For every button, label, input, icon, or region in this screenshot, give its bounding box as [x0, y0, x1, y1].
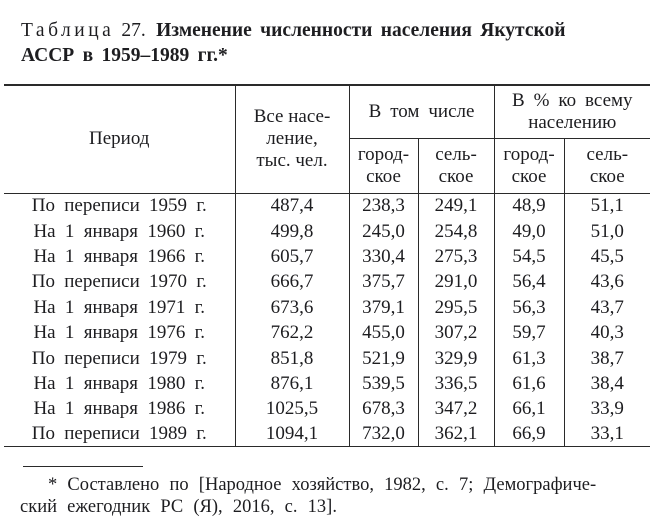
total-cell: 876,1 — [234, 370, 349, 397]
col-header-total-population: Все насе- ление, тыс. чел. — [234, 85, 349, 194]
rural-pct-cell: 38,7 — [563, 345, 651, 371]
total-cell: 666,7 — [234, 269, 349, 295]
rural-pct-cell: 43,6 — [563, 269, 651, 295]
total-cell: 762,2 — [234, 319, 349, 346]
total-cell: 1025,5 — [234, 396, 349, 422]
rural-pct-cell: 51,0 — [563, 218, 651, 244]
total-cell: 1094,1 — [234, 421, 349, 447]
urban-pct-cell: 48,9 — [493, 193, 565, 219]
group-header-percent: В % ко всему населению — [493, 85, 651, 139]
table-header: Период Все насе- ление, тыс. чел. В том … — [4, 85, 651, 194]
table-title: Таблица 27. Изменение численности населен… — [21, 18, 638, 68]
table-row: На 1 января 1966 г. 605,7 330,4 275,3 54… — [4, 243, 651, 270]
urban-pct-cell: 56,4 — [493, 269, 565, 295]
urban-pct-cell: 66,1 — [493, 396, 565, 422]
population-table: Период Все насе- ление, тыс. чел. В том … — [4, 84, 651, 448]
footnote-line2: ский ежегодник РС (Я), 2016, с. 13]. — [20, 497, 337, 518]
period-cell: По переписи 1979 г. — [31, 347, 207, 369]
table-row: На 1 января 1976 г. 762,2 455,0 307,2 59… — [4, 319, 651, 346]
table-row: На 1 января 1971 г. 673,6 379,1 295,5 56… — [4, 294, 651, 320]
urban-abs-cell: 678,3 — [348, 396, 418, 422]
rural-abs-cell: 362,1 — [417, 421, 495, 447]
urban-abs-cell: 238,3 — [348, 193, 418, 219]
rural-abs-cell: 336,5 — [417, 370, 495, 397]
total-cell: 499,8 — [234, 218, 349, 244]
total-cell: 605,7 — [234, 243, 349, 270]
period-cell: На 1 января 1980 г. — [33, 372, 206, 394]
urban-pct-cell: 56,3 — [493, 294, 565, 320]
table-body: По переписи 1959 г. 487,4 238,3 249,1 48… — [4, 193, 651, 447]
rural-abs-cell: 329,9 — [417, 345, 495, 371]
rural-abs-cell: 307,2 — [417, 319, 495, 346]
urban-abs-cell: 330,4 — [348, 243, 418, 270]
urban-pct-cell: 61,3 — [493, 345, 565, 371]
col-header-rural-pct: сель- ское — [563, 138, 651, 194]
urban-pct-cell: 54,5 — [493, 243, 565, 270]
rural-abs-cell: 291,0 — [417, 269, 495, 295]
total-cell: 487,4 — [234, 193, 349, 219]
rural-abs-cell: 295,5 — [417, 294, 495, 320]
rural-pct-cell: 43,7 — [563, 294, 651, 320]
rural-pct-cell: 33,1 — [563, 421, 651, 447]
table-title-word: Таблица — [21, 20, 115, 41]
table-row: По переписи 1970 г. 666,7 375,7 291,0 56… — [4, 269, 651, 295]
table-row: На 1 января 1960 г. 499,8 245,0 254,8 49… — [4, 218, 651, 244]
table-row: На 1 января 1980 г. 876,1 539,5 336,5 61… — [4, 370, 651, 397]
urban-abs-cell: 379,1 — [348, 294, 418, 320]
table-title-text-line1: Изменение численности населения Якутской — [156, 20, 566, 41]
group-header-absolute: В том числе — [348, 85, 495, 139]
table-title-text-line2: АССР в 1959–1989 гг.* — [21, 45, 228, 66]
period-cell: На 1 января 1976 г. — [33, 322, 206, 344]
rural-pct-cell: 33,9 — [563, 396, 651, 422]
col-header-period: Период — [4, 85, 235, 194]
period-cell: По переписи 1970 г. — [31, 271, 207, 293]
footnote-separator — [23, 466, 143, 468]
urban-pct-cell: 49,0 — [493, 218, 565, 244]
urban-pct-cell: 59,7 — [493, 319, 565, 346]
table-row: На 1 января 1986 г. 1025,5 678,3 347,2 6… — [4, 396, 651, 422]
col-header-urban-abs: город- ское — [348, 138, 418, 194]
col-header-urban-pct: город- ское — [493, 138, 565, 194]
period-cell: На 1 января 1986 г. — [33, 398, 206, 420]
col-header-rural-abs: сель- ское — [417, 138, 495, 194]
period-cell: На 1 января 1960 г. — [33, 220, 206, 242]
footnote-line1: * Составлено по [Народное хозяйство, 198… — [48, 475, 597, 496]
table-row: По переписи 1959 г. 487,4 238,3 249,1 48… — [4, 193, 651, 219]
period-cell: По переписи 1959 г. — [31, 195, 207, 217]
table-row: По переписи 1979 г. 851,8 521,9 329,9 61… — [4, 345, 651, 371]
urban-abs-cell: 732,0 — [348, 421, 418, 447]
urban-abs-cell: 539,5 — [348, 370, 418, 397]
rural-abs-cell: 275,3 — [417, 243, 495, 270]
rural-pct-cell: 45,5 — [563, 243, 651, 270]
total-cell: 673,6 — [234, 294, 349, 320]
rural-abs-cell: 249,1 — [417, 193, 495, 219]
urban-pct-cell: 66,9 — [493, 421, 565, 447]
urban-abs-cell: 521,9 — [348, 345, 418, 371]
rural-pct-cell: 40,3 — [563, 319, 651, 346]
rural-abs-cell: 347,2 — [417, 396, 495, 422]
urban-abs-cell: 455,0 — [348, 319, 418, 346]
table-row: По переписи 1989 г. 1094,1 732,0 362,1 6… — [4, 421, 651, 447]
rural-pct-cell: 38,4 — [563, 370, 651, 397]
table-title-number: 27. — [121, 20, 146, 41]
urban-pct-cell: 61,6 — [493, 370, 565, 397]
rural-pct-cell: 51,1 — [563, 193, 651, 219]
rural-abs-cell: 254,8 — [417, 218, 495, 244]
footnote-text: * Составлено по [Народное хозяйство, 198… — [20, 474, 642, 518]
period-cell: На 1 января 1971 г. — [33, 296, 206, 318]
urban-abs-cell: 245,0 — [348, 218, 418, 244]
period-cell: На 1 января 1966 г. — [33, 245, 206, 267]
period-cell: По переписи 1989 г. — [31, 423, 207, 445]
total-cell: 851,8 — [234, 345, 349, 371]
urban-abs-cell: 375,7 — [348, 269, 418, 295]
